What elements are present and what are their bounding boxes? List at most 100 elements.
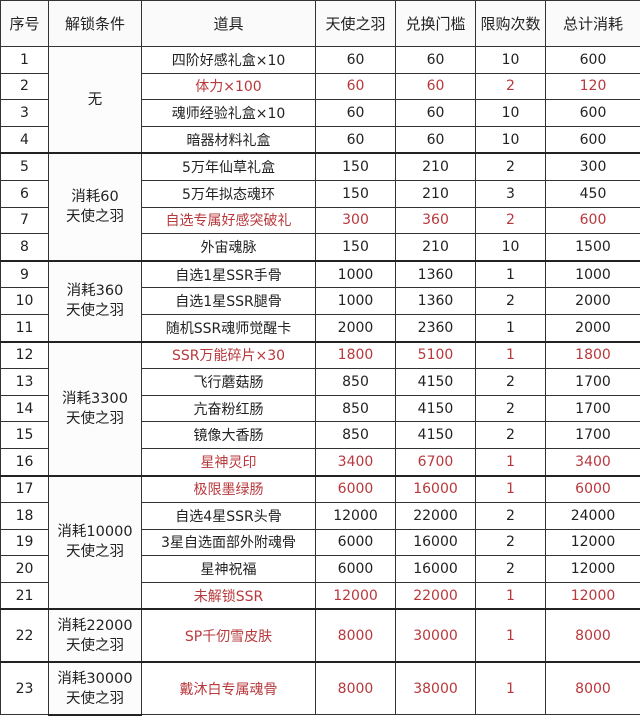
- condition-line: 天使之羽: [49, 207, 141, 227]
- cell-no: 22: [1, 609, 49, 662]
- cell-threshold: 6700: [396, 448, 476, 475]
- cell-item: SP千仞雪皮肤: [142, 609, 316, 662]
- cell-threshold: 60: [396, 100, 476, 127]
- cell-feather: 60: [316, 47, 396, 74]
- cell-no: 18: [1, 503, 49, 530]
- condition-line: 天使之羽: [49, 409, 141, 429]
- cell-limit: 2: [476, 503, 546, 530]
- cell-threshold: 4150: [396, 395, 476, 422]
- cell-no: 21: [1, 582, 49, 609]
- cell-limit: 2: [476, 153, 546, 180]
- cell-threshold: 360: [396, 207, 476, 234]
- cell-threshold: 16000: [396, 556, 476, 583]
- cell-limit: 2: [476, 288, 546, 315]
- cell-limit: 1: [476, 476, 546, 503]
- cell-threshold: 22000: [396, 503, 476, 530]
- cell-total: 8000: [546, 609, 640, 662]
- condition-line: 消耗22000: [49, 616, 141, 636]
- header-feather: 天使之羽: [316, 1, 396, 47]
- cell-threshold: 22000: [396, 582, 476, 609]
- header-condition: 解锁条件: [49, 1, 142, 47]
- condition-line: 天使之羽: [49, 542, 141, 562]
- condition-line: 消耗30000: [49, 669, 141, 689]
- condition-line: 消耗3300: [49, 389, 141, 409]
- cell-total: 600: [546, 126, 640, 153]
- cell-total: 1500: [546, 234, 640, 261]
- cell-item: 魂师经验礼盒×10: [142, 100, 316, 127]
- cell-item: 星神祝福: [142, 556, 316, 583]
- cell-threshold: 60: [396, 73, 476, 100]
- cell-limit: 2: [476, 529, 546, 556]
- cell-no: 15: [1, 422, 49, 449]
- cell-threshold: 5100: [396, 342, 476, 369]
- condition-line: 天使之羽: [49, 301, 141, 321]
- cell-item: 体力×100: [142, 73, 316, 100]
- cell-limit: 1: [476, 314, 546, 341]
- cell-no: 2: [1, 73, 49, 100]
- header-total: 总计消耗: [546, 1, 640, 47]
- cell-feather: 60: [316, 73, 396, 100]
- cell-no: 6: [1, 180, 49, 207]
- cell-item: 自选1星SSR手骨: [142, 261, 316, 288]
- cell-threshold: 38000: [396, 662, 476, 715]
- cell-total: 1700: [546, 395, 640, 422]
- cell-feather: 60: [316, 126, 396, 153]
- cell-total: 600: [546, 207, 640, 234]
- cell-no: 17: [1, 476, 49, 503]
- cell-limit: 2: [476, 207, 546, 234]
- cell-feather: 8000: [316, 609, 396, 662]
- cell-feather: 12000: [316, 503, 396, 530]
- cell-feather: 1000: [316, 288, 396, 315]
- cell-condition: 无: [49, 47, 142, 154]
- cell-no: 1: [1, 47, 49, 74]
- cell-feather: 300: [316, 207, 396, 234]
- cell-item: 极限墨绿肠: [142, 476, 316, 503]
- cell-limit: 1: [476, 609, 546, 662]
- cell-item: 自选专属好感突破礼: [142, 207, 316, 234]
- cell-limit: 1: [476, 261, 546, 288]
- cell-item: 5万年仙草礼盒: [142, 153, 316, 180]
- cell-total: 1700: [546, 422, 640, 449]
- cell-item: 自选4星SSR头骨: [142, 503, 316, 530]
- cell-threshold: 1360: [396, 261, 476, 288]
- cell-limit: 2: [476, 556, 546, 583]
- cell-feather: 3400: [316, 448, 396, 475]
- header-threshold: 兑换门槛: [396, 1, 476, 47]
- cell-limit: 10: [476, 100, 546, 127]
- cell-feather: 1800: [316, 342, 396, 369]
- cell-limit: 3: [476, 180, 546, 207]
- cell-total: 12000: [546, 529, 640, 556]
- cell-item: 自选1星SSR腿骨: [142, 288, 316, 315]
- cell-threshold: 210: [396, 153, 476, 180]
- cell-no: 9: [1, 261, 49, 288]
- cell-no: 11: [1, 314, 49, 341]
- cell-total: 8000: [546, 662, 640, 715]
- condition-line: 消耗10000: [49, 522, 141, 542]
- cell-total: 6000: [546, 476, 640, 503]
- cell-threshold: 16000: [396, 476, 476, 503]
- cell-no: 13: [1, 369, 49, 396]
- cell-threshold: 2360: [396, 314, 476, 341]
- cell-total: 600: [546, 100, 640, 127]
- cell-feather: 150: [316, 180, 396, 207]
- cell-feather: 6000: [316, 476, 396, 503]
- cell-limit: 2: [476, 369, 546, 396]
- cell-item: 戴沐白专属魂骨: [142, 662, 316, 715]
- cell-total: 120: [546, 73, 640, 100]
- condition-line: 天使之羽: [49, 636, 141, 656]
- cell-total: 1000: [546, 261, 640, 288]
- header-item: 道具: [142, 1, 316, 47]
- cell-total: 2000: [546, 314, 640, 341]
- cell-total: 600: [546, 47, 640, 74]
- cell-total: 450: [546, 180, 640, 207]
- cell-no: 19: [1, 529, 49, 556]
